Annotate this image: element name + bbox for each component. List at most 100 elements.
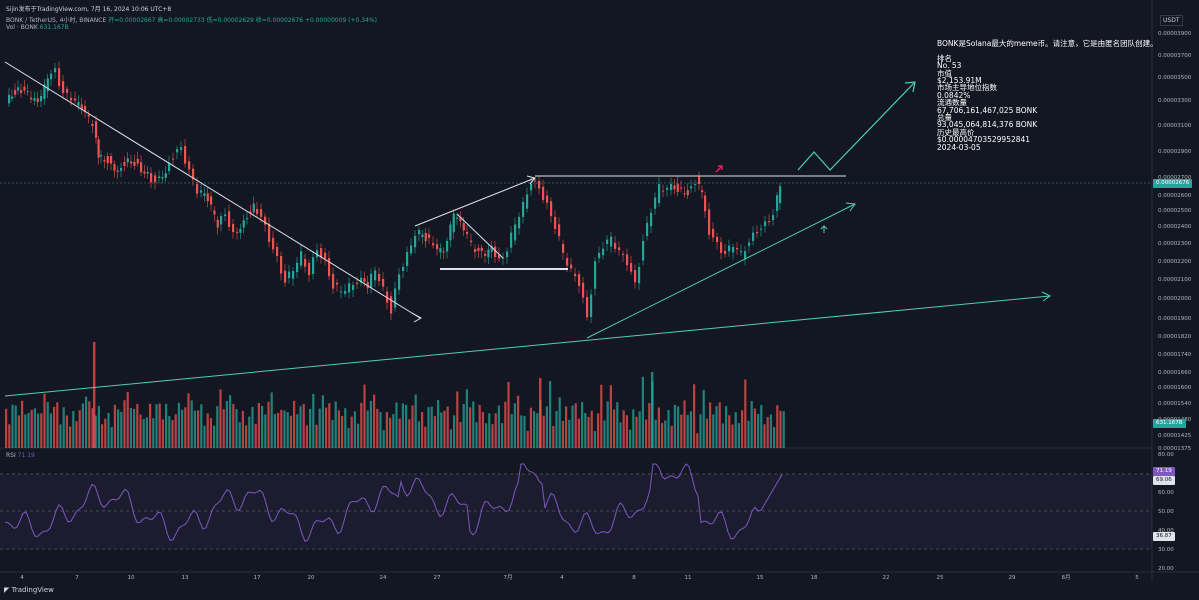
volume-bar xyxy=(683,400,686,448)
candle-body xyxy=(530,183,533,191)
volume-bar xyxy=(117,409,120,448)
price-tick-label: 0.00001900 xyxy=(1158,316,1192,322)
volume-bar xyxy=(152,418,155,448)
volume-bar xyxy=(600,384,603,448)
candle-body xyxy=(106,156,109,164)
volume-bar xyxy=(750,401,753,448)
volume-bar xyxy=(197,410,200,448)
candle-body xyxy=(356,282,359,284)
tradingview-logo-text: TradingView xyxy=(11,586,54,594)
volume-bar xyxy=(78,410,81,448)
candle-body xyxy=(239,228,242,233)
volume-bar xyxy=(405,404,408,448)
volume-bar xyxy=(584,412,587,448)
volume-bar xyxy=(581,401,584,448)
volume-bar xyxy=(638,411,641,448)
volume-bar xyxy=(142,419,145,448)
volume-bar xyxy=(721,423,724,448)
volume-bar xyxy=(715,406,718,448)
volume-bar xyxy=(744,379,747,448)
candle-body xyxy=(80,104,83,110)
candle-body xyxy=(398,274,401,290)
current-price-tag: 0.00002676 xyxy=(1153,179,1193,188)
info-line: 市值 xyxy=(937,68,952,78)
volume-bar xyxy=(17,415,20,448)
info-line xyxy=(937,47,1158,54)
volume-bar xyxy=(702,389,705,448)
candle-body xyxy=(439,248,442,253)
candle-body xyxy=(213,210,216,215)
volume-bar xyxy=(401,403,404,448)
ascending-arrowhead xyxy=(845,202,856,212)
candle-body xyxy=(280,256,283,274)
volume-bar xyxy=(565,406,568,448)
candle-body xyxy=(402,266,405,272)
candle-body xyxy=(658,184,661,203)
candle-body xyxy=(752,232,755,241)
volume-bar xyxy=(520,415,523,448)
volume-bar xyxy=(485,423,488,448)
volume-bar xyxy=(158,403,161,448)
candle-body xyxy=(474,248,477,252)
volume-bar xyxy=(277,412,280,448)
info-line: 2024-03-05 xyxy=(937,142,981,152)
volume-bar xyxy=(561,420,564,448)
volume-bar xyxy=(11,404,14,448)
candle-body xyxy=(123,162,126,166)
candle-body xyxy=(748,242,751,246)
candle-body xyxy=(390,296,393,314)
volume-bar xyxy=(517,395,520,448)
volume-bar xyxy=(318,408,321,448)
time-tick-label: 8 xyxy=(632,575,636,581)
candle-body xyxy=(228,211,231,227)
info-line: BONK是Solana最大的meme币。请注意，它是由匿名团队创建。 xyxy=(937,39,1158,48)
volume-bar xyxy=(302,403,305,448)
candle-body xyxy=(494,246,497,258)
time-tick-label: 5 xyxy=(1135,575,1139,581)
volume-bar xyxy=(190,400,193,448)
volume-bar xyxy=(741,410,744,448)
volume-bar xyxy=(280,409,283,448)
candle-body xyxy=(526,194,529,209)
volume-bar xyxy=(184,407,187,448)
price-tick-label: 0.00003900 xyxy=(1158,31,1192,37)
volume-bar xyxy=(72,411,75,448)
currency-button[interactable]: USDT xyxy=(1160,15,1183,26)
volume-legend[interactable]: Vol · BONK 631.167B xyxy=(6,24,69,31)
price-tick-label: 0.00001375 xyxy=(1158,446,1192,452)
candle-body xyxy=(566,258,569,266)
candle-body xyxy=(574,273,577,277)
tradingview-logo[interactable]: ◤ TradingView xyxy=(4,586,54,594)
candle-body xyxy=(113,164,116,171)
candle-body xyxy=(768,221,771,223)
candle-body xyxy=(716,236,719,243)
volume-bar xyxy=(574,403,577,448)
candle-body xyxy=(164,173,167,178)
rsi-legend[interactable]: RSI 71.19 xyxy=(6,452,35,459)
volume-bar xyxy=(673,404,676,448)
volume-bar xyxy=(101,424,104,448)
candle-body xyxy=(304,258,307,267)
candle-body xyxy=(650,212,653,227)
price-tick-label: 0.00003300 xyxy=(1158,98,1192,104)
volume-bar xyxy=(81,403,84,448)
volume-bar xyxy=(107,413,110,448)
time-tick-label: 15 xyxy=(757,575,764,581)
price-tick-label: 0.00002500 xyxy=(1158,208,1192,214)
long-term-trendline xyxy=(4,295,1051,397)
candle-body xyxy=(249,211,252,214)
volume-bar xyxy=(200,404,203,448)
candle-body xyxy=(30,97,33,100)
volume-bar xyxy=(187,393,190,448)
info-line: 历史最高价 xyxy=(937,127,975,137)
symbol-legend[interactable]: BONK / TetherUS, 4小时, BINANCE 开=0.000026… xyxy=(6,15,377,24)
candle-body xyxy=(264,216,267,225)
volume-bar xyxy=(689,411,692,448)
volume-bar xyxy=(705,418,708,448)
candle-body xyxy=(704,195,707,212)
volume-bar xyxy=(37,413,40,448)
candle-body xyxy=(154,175,157,183)
volume-bar xyxy=(373,394,376,448)
volume-bar xyxy=(334,401,337,448)
